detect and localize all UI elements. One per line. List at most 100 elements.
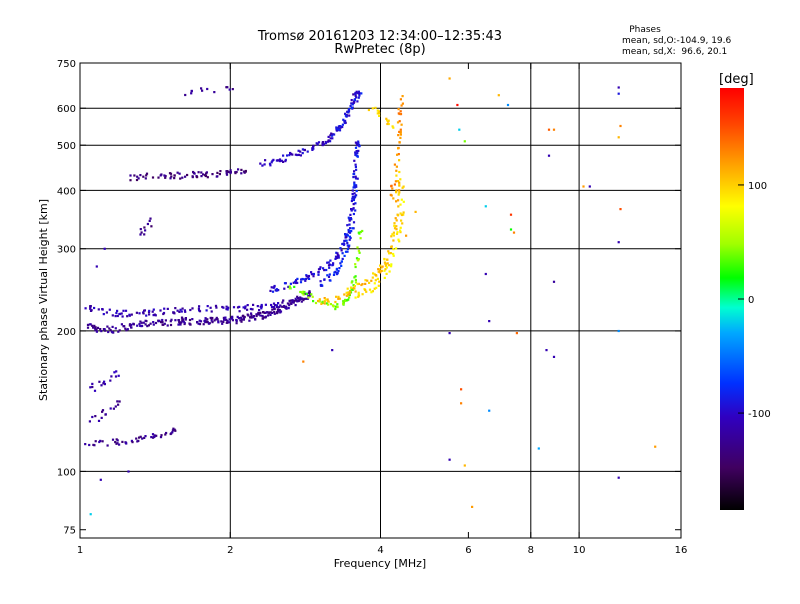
trace-point [88,323,91,326]
trace-point [104,413,107,416]
trace-point [271,308,274,311]
scatter-point [506,103,510,107]
trace-point [211,173,214,176]
trace-point [299,154,302,157]
trace-point [399,178,402,181]
trace-point [141,437,144,440]
trace-point [355,194,358,197]
trace-point [101,440,104,443]
trace-point [247,314,250,317]
trace-point [193,172,196,175]
trace-point [387,264,390,267]
trace-point [301,297,304,300]
trace-point [352,176,355,179]
trace-point [180,321,183,324]
trace-point [169,323,173,327]
trace-point [197,171,200,174]
trace-point [104,329,107,332]
trace-point [294,153,297,156]
trace-point [135,311,138,314]
trace-point [270,161,273,164]
trace-point [125,329,128,332]
trace-point [402,200,405,203]
y-tick-label: 100 [57,467,76,478]
trace-point [356,155,359,158]
trace-point [394,217,397,220]
trace-point [264,316,267,319]
trace-point [335,295,338,298]
trace-point [218,173,221,176]
y-tick-label: 400 [57,186,76,197]
trace-point [356,246,359,249]
trace-point [352,286,355,289]
trace-point [242,314,245,317]
trace-point [341,242,344,246]
trace-point [352,186,355,189]
trace-point [297,297,300,300]
trace-point [397,238,400,241]
trace-point [240,316,243,319]
trace-point [397,205,400,208]
trace-point [331,137,334,140]
scatter-point [414,210,417,213]
colorbar-tick-label: 100 [748,181,767,192]
trace-point [394,180,397,183]
trace-point [392,231,395,234]
trace-point [180,310,183,313]
trace-point [354,209,357,212]
trace-point [275,304,279,307]
trace-point [401,186,404,189]
scatter-point [582,185,585,188]
trace-point [225,318,228,321]
trace-point [191,318,194,321]
trace-point [379,270,382,273]
trace-point [281,301,284,304]
trace-point [348,238,351,241]
trace-point [221,322,224,325]
trace-point [84,443,87,446]
trace-point [178,310,181,313]
trace-point [371,276,374,279]
trace-point [154,314,157,317]
trace-point [378,112,381,115]
trace-point [296,153,299,157]
trace-point [370,291,373,294]
trace-point [208,322,211,325]
trace-point [343,120,346,123]
trace-point [398,141,401,144]
trace-point [365,290,368,293]
trace-point [395,165,398,168]
trace-point [376,109,379,112]
trace-point [94,440,97,443]
trace-point [303,297,306,300]
scatter-point [509,213,513,216]
y-tick-label: 300 [57,245,76,256]
trace-point [288,285,291,288]
trace-point [144,435,147,438]
trace-point [275,289,278,292]
trace-point [91,385,94,389]
trace-point [164,176,167,179]
trace-point [278,309,281,312]
trace-point [400,219,403,222]
trace-point [262,316,265,319]
trace-point [354,281,358,284]
trace-point [395,228,398,231]
y-tick-label: 500 [57,141,76,152]
x-tick-label: 8 [528,545,534,556]
trace-point [298,298,301,301]
x-axis-label: Frequency [MHz] [334,557,426,570]
trace-point [399,203,402,206]
trace-point [326,274,329,277]
trace-point [169,320,172,323]
trace-point [143,436,146,439]
trace-point [237,317,240,320]
trace-point [321,300,324,303]
trace-point [390,263,393,266]
trace-point [351,103,354,106]
trace-point [385,272,388,275]
trace-point [352,101,355,105]
x-tick-label: 10 [573,545,586,556]
trace-point [151,176,155,179]
